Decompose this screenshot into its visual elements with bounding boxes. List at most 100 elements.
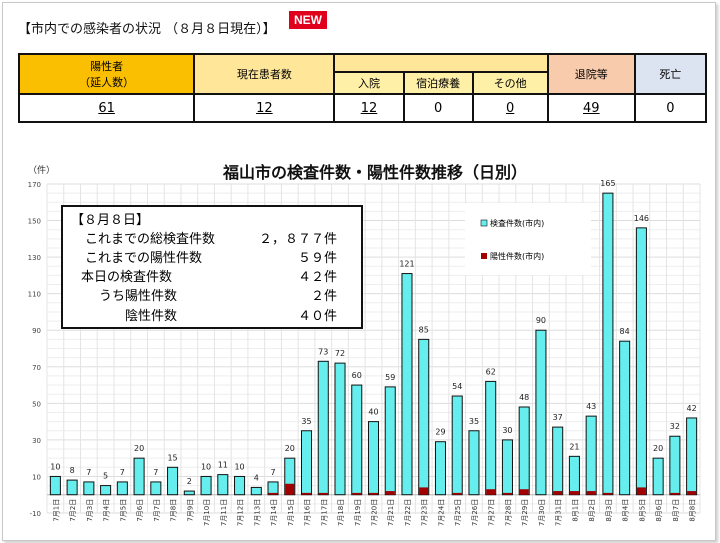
x-tick-label: 7月17日	[320, 499, 328, 526]
new-badge: NEW	[289, 11, 327, 29]
bar-tests	[334, 362, 346, 496]
summary-label: これまでの陽性件数	[85, 251, 203, 266]
status-heading: 【市内での感染者の状況 （８月８日現在）】	[18, 22, 276, 37]
value-hospital[interactable]: 12	[333, 93, 405, 123]
summary-row: うち陽性件数 ２件	[99, 285, 337, 304]
infection-status-table: 陽性者 （延人数） 現在患者数 退院等 死亡 入院 宿泊療養 その他 61 12 …	[17, 53, 708, 123]
header-hotel: 宿泊療養	[402, 71, 474, 95]
x-tick-label: 8月8日	[689, 499, 697, 522]
bar-tests	[200, 475, 212, 496]
x-tick-label: 8月4日	[622, 499, 630, 522]
y-tick-label: 50	[32, 400, 41, 408]
value-death: 0	[633, 93, 708, 123]
y-tick-label: 10	[32, 473, 41, 481]
data-label: 20	[134, 444, 144, 453]
bar-tests	[552, 426, 564, 496]
x-tick-label: 8月6日	[655, 499, 663, 522]
y-tick-label: 170	[28, 181, 41, 189]
bar-tests	[501, 439, 513, 496]
bar-positive	[519, 489, 529, 495]
bar-tests	[635, 227, 647, 496]
legend-label-tests: 検査件数(市内)	[490, 218, 544, 228]
y-tick-label: 110	[28, 291, 41, 299]
y-ticks: 170 150 130 110 90 70 50 30 10 -10	[28, 181, 41, 518]
data-label: 35	[301, 417, 311, 426]
value-hotel: 0	[402, 93, 474, 123]
summary-label: うち陽性件数	[99, 289, 178, 304]
data-label: 146	[634, 214, 649, 223]
data-label: 85	[419, 325, 429, 334]
data-label: 11	[218, 461, 228, 470]
bar-tests	[669, 435, 681, 496]
value-discharged[interactable]: 49	[546, 93, 636, 123]
bar-tests	[619, 340, 631, 496]
bar-tests	[568, 455, 580, 496]
data-label: 20	[285, 444, 295, 453]
header-current: 現在患者数	[193, 53, 336, 95]
bar-tests	[150, 481, 162, 496]
y-tick-label: 150	[28, 218, 41, 226]
value-current[interactable]: 12	[193, 93, 336, 123]
bar-positive	[352, 492, 362, 495]
data-label: 10	[50, 462, 60, 471]
value-positive[interactable]: 61	[17, 93, 196, 123]
x-tick-label: 8月2日	[588, 499, 596, 522]
bar-tests	[100, 485, 112, 496]
data-label: 7	[270, 468, 275, 477]
y-tick-label: 90	[32, 327, 41, 335]
x-tick-label: 7月30日	[538, 499, 546, 526]
data-label: 84	[620, 327, 630, 336]
summary-box: 【８月８日】 これまでの総検査件数 ２，８７７件 これまでの陽性件数 ５９件 本日の…	[61, 205, 363, 329]
x-tick-label: 7月2日	[69, 499, 77, 522]
x-tick-label: 7月25日	[454, 499, 462, 526]
header-positive-label: 陽性者	[90, 60, 124, 73]
legend-swatch-tests	[480, 219, 488, 227]
summary-row: これまでの陽性件数 ５９件	[85, 247, 337, 266]
summary-label: 本日の検査件数	[81, 270, 173, 285]
bar-tests	[602, 192, 614, 496]
y-tick-label: 130	[28, 254, 41, 262]
bar-positive	[502, 492, 512, 495]
data-label: 32	[670, 422, 680, 431]
data-label: 165	[600, 179, 615, 188]
data-label: 35	[469, 417, 479, 426]
bar-positive	[302, 492, 312, 495]
header-death: 死亡	[633, 53, 708, 95]
data-label: 40	[368, 408, 378, 417]
x-tick-label: 8月5日	[638, 499, 646, 522]
data-label: 72	[335, 349, 345, 358]
summary-row: 陰性件数 ４０件	[125, 305, 337, 324]
data-label: 10	[201, 462, 211, 471]
data-label: 7	[86, 468, 91, 477]
bar-tests	[367, 421, 380, 496]
header-positive-sub: （延人数）	[79, 76, 135, 89]
x-tick-label: 7月19日	[354, 499, 362, 526]
data-label: 60	[352, 371, 362, 380]
bar-tests	[116, 481, 128, 496]
x-tick-label: 7月6日	[136, 499, 144, 522]
x-tick-label: 7月12日	[237, 499, 245, 526]
header-hospital: 入院	[333, 71, 405, 95]
x-tick-label: 7月24日	[437, 499, 445, 526]
x-tick-label: 7月4日	[103, 499, 111, 522]
bar-positive	[670, 492, 680, 495]
bars: 10 7月1日 8 7月2日 7 7月3日 5 7月4日 7 7月5日 20 7月6日 7 7月7日 15 7…	[49, 179, 698, 526]
bar-tests	[317, 360, 329, 496]
value-other[interactable]: 0	[471, 93, 549, 123]
x-tick-label: 7月11日	[220, 499, 228, 526]
x-tick-label: 8月7日	[672, 499, 680, 522]
bar-positive	[687, 491, 697, 495]
summary-value: ５９件	[297, 251, 337, 266]
bar-tests	[518, 406, 530, 496]
bar-tests	[250, 486, 262, 496]
bar-positive	[486, 489, 496, 495]
bar-positive	[285, 483, 295, 495]
data-label: 121	[399, 260, 414, 269]
x-tick-label: 7月3日	[86, 499, 94, 522]
chart-title: 福山市の検査件数・陽性件数推移（日別）	[222, 163, 527, 182]
bar-tests	[217, 474, 229, 496]
data-label: 90	[536, 316, 546, 325]
bar-tests	[66, 479, 78, 496]
x-tick-label: 7月21日	[387, 499, 395, 526]
header-other: その他	[471, 71, 549, 95]
